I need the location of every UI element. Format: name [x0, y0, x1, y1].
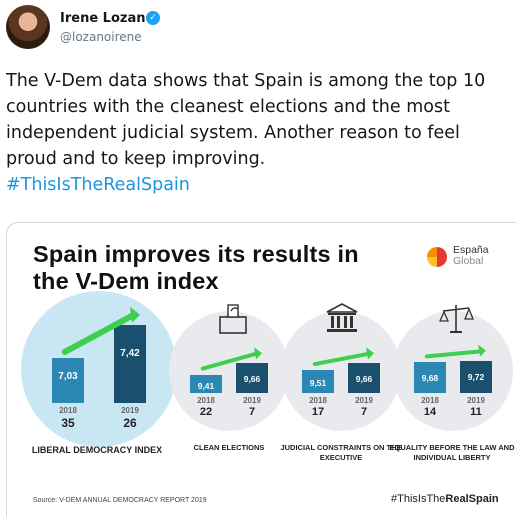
year-label-judicial-constraints-2018: 2018 [302, 396, 334, 405]
author-handle[interactable]: @lozanoirene [60, 30, 142, 44]
courthouse-icon [325, 303, 359, 335]
bar-value-equality-before-law-2018: 9,68 [414, 373, 446, 383]
bar-value-judicial-constraints-2018: 9,51 [302, 378, 334, 388]
tweet-text: The V-Dem data shows that Spain is among… [6, 68, 511, 198]
year-label-clean-elections-2019: 2019 [236, 396, 268, 405]
year-label-clean-elections-2018: 2018 [190, 396, 222, 405]
espana-global-logo-icon [427, 247, 447, 267]
author-name[interactable]: Irene Lozano [60, 11, 154, 26]
bar-liberal-democracy-2019 [114, 325, 146, 403]
category-label-liberal-democracy: LIBERAL DEMOCRACY INDEX [27, 445, 167, 457]
year-label-equality-before-law-2018: 2018 [414, 396, 446, 405]
circle-liberal-democracy [21, 291, 177, 447]
bar-value-liberal-democracy-2018: 7,03 [52, 371, 84, 382]
rank-clean-elections-2019: 7 [236, 406, 268, 418]
category-label-judicial-constraints: JUDICIAL CONSTRAINTS ON THE EXECUTIVE [279, 443, 403, 463]
category-label-equality-before-law: EQUALITY BEFORE THE LAW AND INDIVIDUAL L… [387, 443, 516, 463]
year-label-liberal-democracy-2019: 2019 [114, 406, 146, 415]
verified-badge-icon: ✓ [146, 11, 160, 25]
infographic-image[interactable]: Spain improves its results in the V-Dem … [6, 222, 516, 517]
tweet-hashtag-link[interactable]: #ThisIsTheRealSpain [6, 175, 190, 195]
year-label-judicial-constraints-2019: 2019 [348, 396, 380, 405]
infographic-title: Spain improves its results in the V-Dem … [33, 241, 359, 295]
logo-line-2: Global [453, 255, 483, 267]
bar-value-judicial-constraints-2019: 9,66 [348, 374, 380, 384]
title-line-2: the V-Dem index [33, 268, 219, 294]
source-note: Source: V-DEM ANNUAL DEMOCRACY REPORT 20… [33, 497, 207, 504]
category-label-clean-elections: CLEAN ELECTIONS [177, 443, 281, 453]
year-label-equality-before-law-2019: 2019 [460, 396, 492, 405]
rank-liberal-democracy-2019: 26 [114, 416, 146, 430]
infographic-hashtag: #ThisIsTheRealSpain [391, 493, 499, 505]
espana-global-logo-text: España Global [453, 245, 489, 267]
tweet-body: The V-Dem data shows that Spain is among… [6, 71, 485, 169]
bar-value-clean-elections-2019: 9,66 [236, 374, 268, 384]
rank-judicial-constraints-2019: 7 [348, 406, 380, 418]
infographic-hashtag-prefix: #ThisIsThe [391, 493, 445, 505]
bar-value-equality-before-law-2019: 9,72 [460, 372, 492, 382]
rank-equality-before-law-2019: 11 [460, 406, 492, 418]
rank-equality-before-law-2018: 14 [414, 406, 446, 418]
ballot-box-icon [217, 303, 251, 335]
bar-value-clean-elections-2018: 9,41 [190, 381, 222, 391]
rank-liberal-democracy-2018: 35 [52, 416, 84, 430]
avatar[interactable] [6, 5, 50, 49]
rank-clean-elections-2018: 22 [190, 406, 222, 418]
trend-arrow-icon [7, 223, 8, 224]
infographic-hashtag-bold: RealSpain [445, 493, 498, 505]
rank-judicial-constraints-2018: 17 [302, 406, 334, 418]
scales-icon [439, 303, 473, 335]
title-line-1: Spain improves its results in [33, 241, 359, 267]
bar-value-liberal-democracy-2019: 7,42 [114, 348, 146, 359]
year-label-liberal-democracy-2018: 2018 [52, 406, 84, 415]
